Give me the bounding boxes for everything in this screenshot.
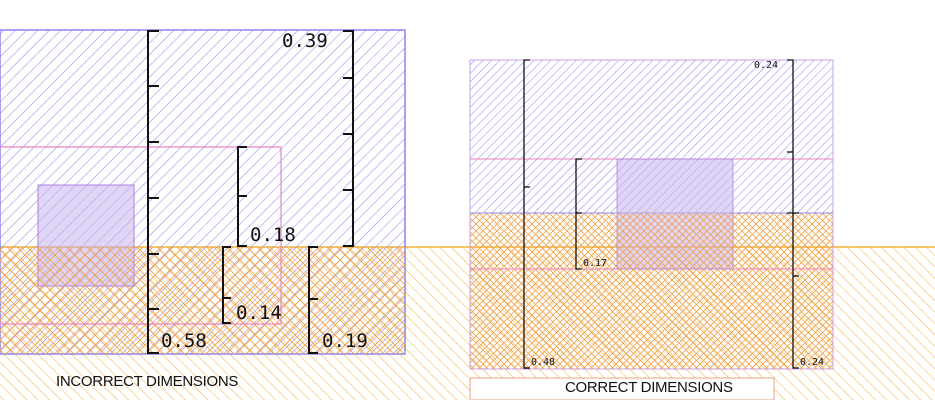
dim-label-left-total: 0.58 <box>161 330 207 352</box>
frame-correct <box>469 59 834 370</box>
dim-label-mid-correct: 0.17 <box>583 258 607 269</box>
correct-panel: 0.24 0.17 0.48 0.24 <box>469 59 834 400</box>
dim-label-top: 0.39 <box>282 30 328 52</box>
dim-label-top-right-correct: 0.24 <box>754 60 778 71</box>
dim-label-lower-mid: 0.14 <box>236 302 282 324</box>
dim-label-upper-mid: 0.18 <box>250 224 296 246</box>
dimension-bracket-left-correct <box>523 59 530 369</box>
pink-outline <box>0 146 282 325</box>
dimension-bracket-left <box>147 30 159 354</box>
dimension-bracket-top <box>343 30 354 247</box>
dimension-bracket-mid-upper <box>237 146 247 247</box>
dim-label-left-total-correct: 0.48 <box>531 357 555 368</box>
caption-box-correct <box>469 377 775 400</box>
dimension-bracket-mid-lower <box>222 246 231 324</box>
dim-label-right-low-correct: 0.24 <box>800 357 824 368</box>
caption-incorrect: INCORRECT DIMENSIONS <box>56 373 239 390</box>
dimension-bracket-right-lower <box>308 246 318 354</box>
dim-label-right-low: 0.19 <box>322 330 368 352</box>
dimension-bracket-right-correct <box>787 59 799 369</box>
dimension-bracket-mid-correct <box>575 158 582 270</box>
caption-correct: CORRECT DIMENSIONS <box>565 379 733 396</box>
